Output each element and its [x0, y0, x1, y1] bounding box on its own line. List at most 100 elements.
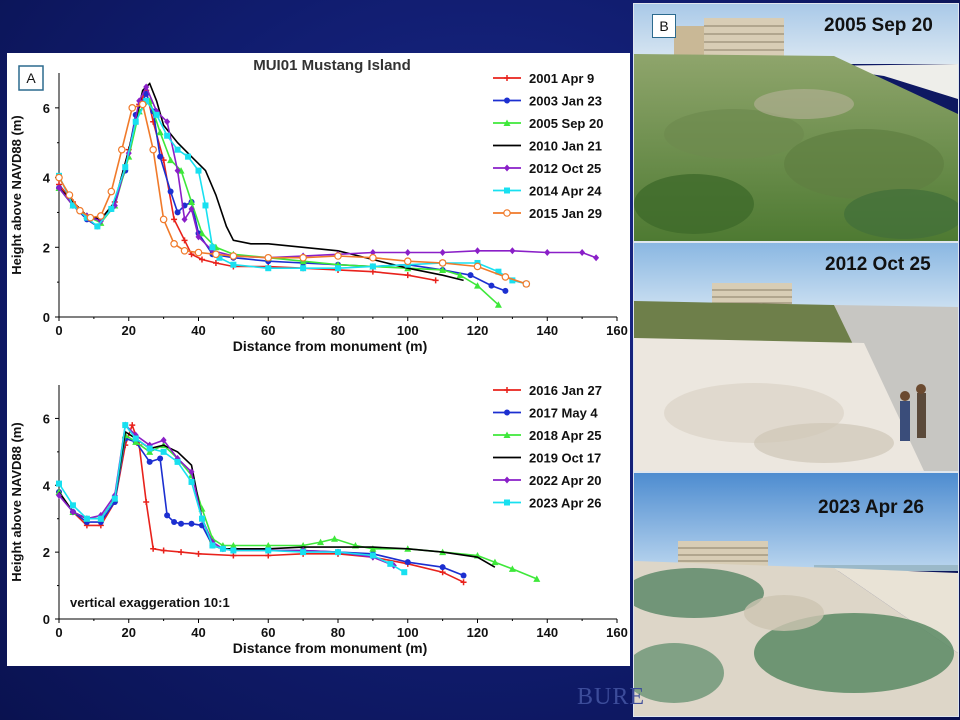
y-axis-label: Height above NAVD88 (m): [9, 115, 24, 274]
y-tick-label: 2: [43, 240, 50, 255]
series-2005-sep-20: [55, 97, 502, 308]
data-point: [86, 213, 95, 222]
dune-photo-2005: [634, 4, 958, 241]
data-point: [198, 229, 206, 237]
photo-2012: 2012 Oct 25: [633, 242, 959, 472]
legend-entry: 2010 Jan 21: [493, 139, 602, 154]
data-point: [265, 265, 272, 272]
data-point: [335, 549, 341, 556]
data-point: [122, 422, 129, 429]
data-point: [404, 249, 411, 257]
data-point: [122, 164, 129, 171]
data-point: [167, 156, 175, 164]
data-point: [491, 558, 499, 566]
legend-entry: 2023 Apr 26: [493, 496, 602, 511]
x-tick-label: 140: [536, 625, 558, 640]
x-tick-label: 100: [397, 625, 419, 640]
data-point: [132, 438, 140, 445]
data-point: [522, 280, 531, 288]
data-point: [504, 476, 510, 484]
data-point: [460, 572, 467, 579]
plot-2: 0 20 40 60 80 100 120 140 160 0 2 4 6 Distance from m…: [9, 383, 628, 656]
data-point: [439, 266, 447, 273]
photo-2005: B 2005 Sep 20: [633, 3, 959, 242]
data-point: [438, 259, 447, 267]
legend-label: 2005 Sep 20: [529, 116, 603, 131]
data-point: [198, 515, 205, 522]
data-point: [143, 97, 150, 104]
data-point: [209, 542, 216, 549]
x-tick-label: 120: [467, 625, 489, 640]
data-point: [174, 209, 181, 216]
data-point: [128, 104, 137, 112]
data-point: [439, 564, 446, 571]
data-point: [317, 538, 325, 546]
data-point: [171, 216, 178, 223]
legend-entry: 2016 Jan 27: [493, 383, 602, 398]
data-point: [503, 209, 511, 217]
legend-entry: 2003 Jan 23: [493, 94, 602, 109]
data-point: [143, 499, 150, 505]
data-point: [94, 223, 101, 230]
data-point: [188, 205, 195, 213]
data-point: [335, 265, 341, 272]
data-point: [188, 478, 195, 485]
x-tick-label: 60: [261, 625, 275, 640]
data-point: [209, 244, 216, 251]
data-point: [83, 515, 90, 522]
series-line: [58, 423, 395, 567]
data-point: [153, 111, 160, 118]
data-point: [164, 118, 171, 126]
data-point: [467, 272, 474, 279]
data-point: [508, 565, 516, 572]
data-point: [504, 409, 510, 416]
data-point: [439, 569, 446, 576]
data-point: [474, 282, 481, 289]
data-point: [195, 550, 202, 557]
x-tick-label: 100: [397, 323, 419, 338]
y-tick-label: 4: [43, 171, 51, 186]
data-point: [174, 146, 181, 153]
data-point: [138, 100, 147, 109]
data-point: [146, 445, 153, 452]
data-point: [404, 272, 411, 279]
data-point: [97, 212, 105, 220]
data-point: [460, 579, 467, 586]
data-point: [473, 262, 482, 271]
data-point: [178, 520, 185, 527]
data-point: [502, 287, 509, 294]
legend-label: 2003 Jan 23: [529, 94, 602, 109]
x-axis-label: Distance from monument (m): [233, 640, 427, 656]
y-tick-label: 0: [43, 310, 50, 325]
data-point: [432, 277, 439, 284]
chart-panel: MUI01 Mustang Island A vertical exaggera…: [7, 53, 630, 666]
data-point: [334, 252, 342, 260]
data-point: [504, 164, 510, 172]
x-tick-label: 80: [331, 323, 345, 338]
data-point: [504, 97, 510, 104]
series-line: [58, 103, 527, 285]
data-point: [146, 448, 154, 455]
data-point: [55, 173, 63, 182]
series-2023-apr-26: [56, 422, 408, 576]
data-point: [494, 301, 502, 308]
data-point: [157, 153, 164, 160]
data-point: [150, 545, 157, 552]
data-point: [164, 512, 171, 519]
panel-a-box: [18, 65, 44, 91]
legend-label: 2001 Apr 9: [529, 71, 594, 86]
panel-a-label: A: [26, 70, 36, 86]
legend-entry: 2005 Sep 20: [493, 116, 603, 131]
data-point: [170, 240, 178, 248]
legend-entry: 2022 Apr 20: [493, 473, 602, 488]
y-axis-label: Height above NAVD88 (m): [9, 422, 24, 581]
data-point: [157, 455, 164, 462]
data-point: [174, 458, 181, 465]
data-point: [264, 541, 272, 549]
series-line: [58, 91, 506, 292]
data-point: [178, 549, 185, 556]
data-point: [117, 145, 126, 154]
legend-entry: 2012 Oct 25: [493, 161, 601, 176]
data-point: [171, 519, 178, 526]
data-point: [300, 549, 307, 556]
